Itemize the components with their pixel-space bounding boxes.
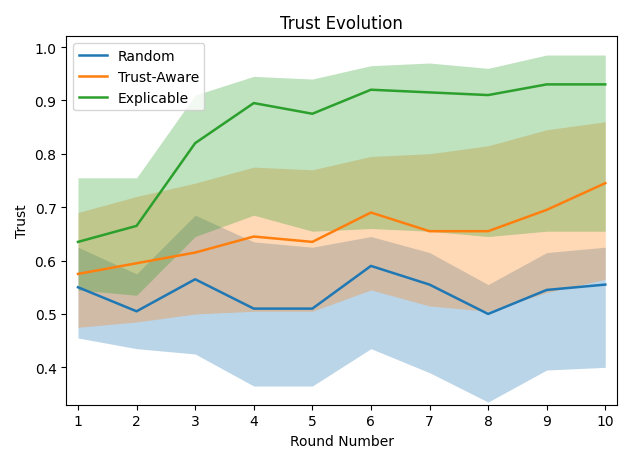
- Line: Trust-Aware: Trust-Aware: [78, 184, 605, 274]
- Title: Trust Evolution: Trust Evolution: [280, 15, 403, 33]
- Explicable: [484, 93, 492, 99]
- X-axis label: Round Number: Round Number: [289, 434, 394, 448]
- Explicable: [74, 239, 82, 245]
- Trust-Aware: [602, 181, 609, 187]
- Trust-Aware: [543, 207, 550, 213]
- Explicable: [308, 112, 316, 117]
- Line: Random: Random: [78, 266, 605, 314]
- Y-axis label: Trust: Trust: [15, 204, 29, 238]
- Explicable: [602, 82, 609, 88]
- Line: Explicable: Explicable: [78, 85, 605, 242]
- Random: [250, 306, 258, 312]
- Trust-Aware: [133, 261, 140, 266]
- Random: [191, 277, 199, 282]
- Random: [602, 282, 609, 288]
- Random: [74, 285, 82, 290]
- Trust-Aware: [484, 229, 492, 234]
- Explicable: [250, 101, 258, 106]
- Legend: Random, Trust-Aware, Explicable: Random, Trust-Aware, Explicable: [73, 44, 205, 111]
- Random: [426, 282, 434, 288]
- Explicable: [133, 224, 140, 229]
- Trust-Aware: [250, 234, 258, 240]
- Explicable: [367, 88, 375, 94]
- Explicable: [426, 90, 434, 96]
- Explicable: [543, 82, 550, 88]
- Trust-Aware: [426, 229, 434, 234]
- Random: [367, 263, 375, 269]
- Random: [543, 288, 550, 293]
- Random: [308, 306, 316, 312]
- Trust-Aware: [191, 250, 199, 256]
- Random: [484, 312, 492, 317]
- Trust-Aware: [308, 239, 316, 245]
- Trust-Aware: [367, 210, 375, 216]
- Explicable: [191, 141, 199, 147]
- Trust-Aware: [74, 271, 82, 277]
- Random: [133, 309, 140, 314]
